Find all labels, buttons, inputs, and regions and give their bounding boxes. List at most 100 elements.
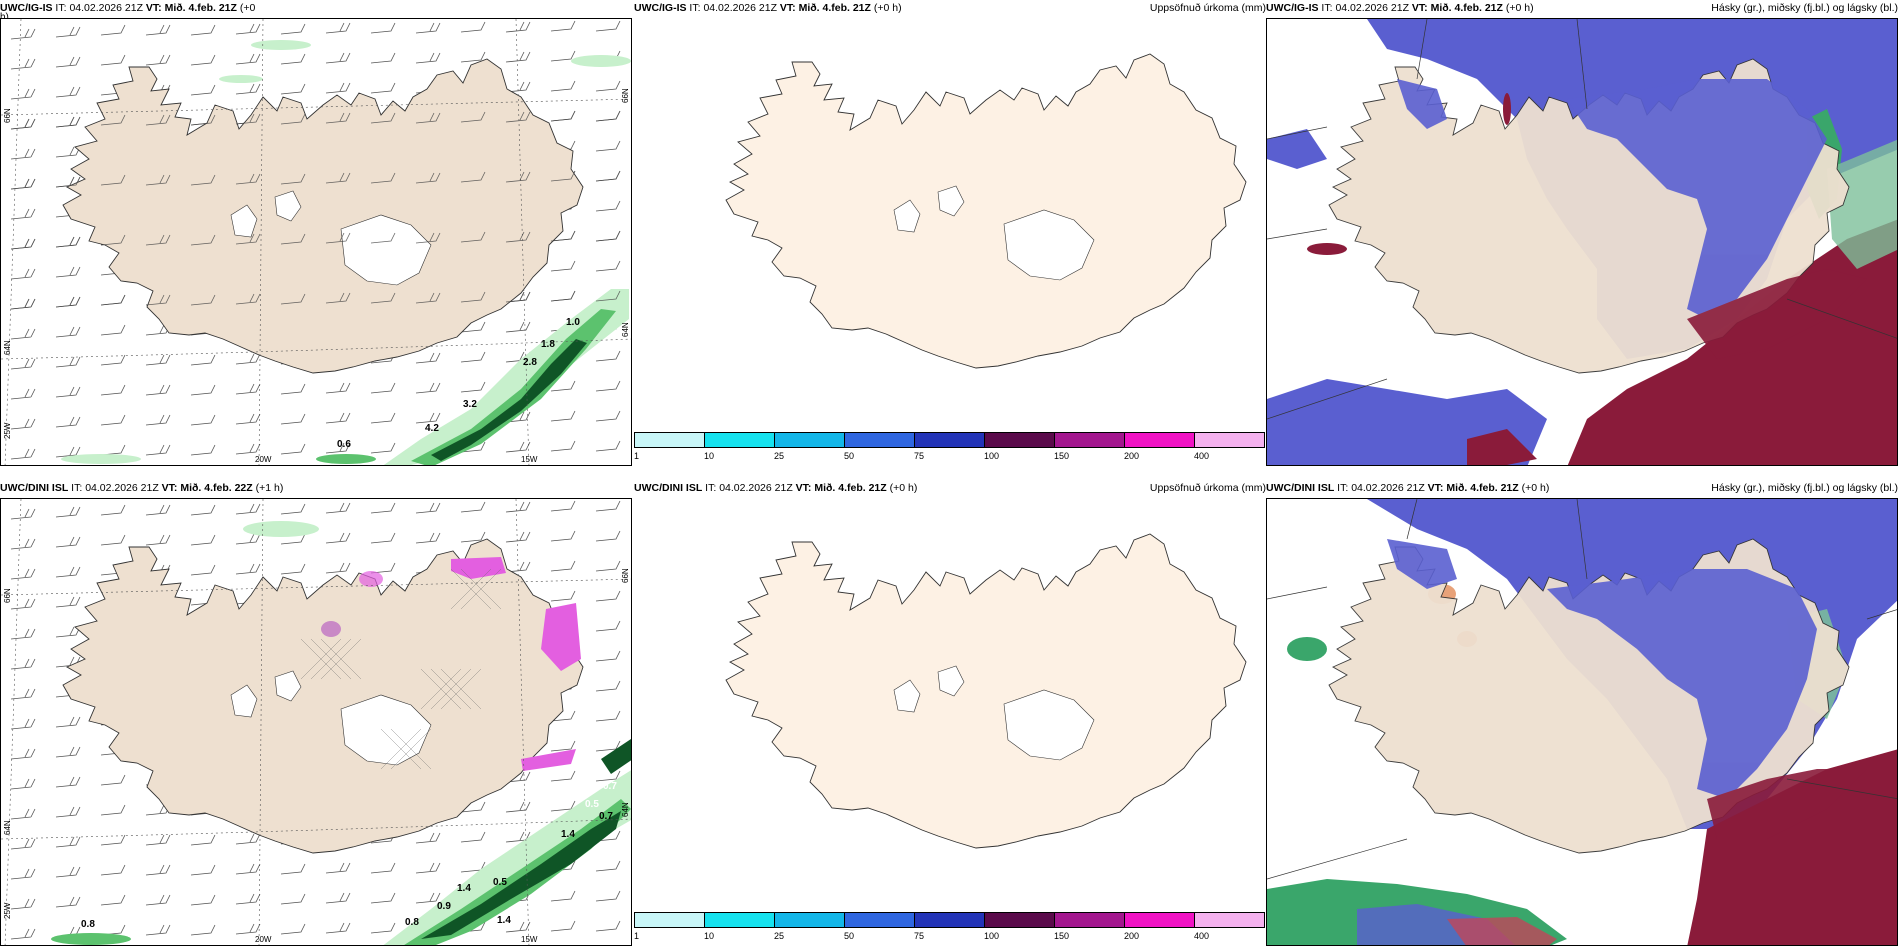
colorbar-tick: 200: [1124, 931, 1140, 941]
colorbar-segment: [984, 432, 1055, 448]
panel-header: UWC/IG-IS IT: 04.02.2026 21Z VT: Mið. 4.…: [634, 0, 1266, 18]
valid-time: Mið. 4.feb. 21Z: [164, 2, 237, 14]
colorbar-tick: 100: [984, 931, 1000, 941]
lat-label: 64N: [621, 802, 630, 817]
cloud-overlay: [1387, 539, 1867, 839]
it-label: IT:: [71, 482, 83, 494]
colorbar-segment: [634, 912, 705, 928]
lat-label: 66N: [621, 568, 630, 583]
iceland-landmass: [725, 53, 1247, 369]
value-label: 1.8: [541, 339, 555, 350]
value-label: 0.7: [599, 811, 613, 822]
lon-label: 20W: [255, 455, 272, 464]
vt-label: VT:: [145, 2, 162, 14]
vt-label: VT:: [1411, 2, 1428, 14]
it-label: IT:: [705, 482, 717, 494]
lead-time: (+0 h): [889, 482, 918, 494]
model-name: UWC/DINI ISL: [1266, 482, 1335, 494]
vt-label: VT:: [161, 482, 178, 494]
panel-header: UWC/DINI ISL IT: 04.02.2026 21Z VT: Mið.…: [1266, 480, 1898, 498]
panel-header: UWC/DINI ISL IT: 04.02.2026 21Z VT: Mið.…: [0, 480, 632, 498]
panel-dini-precip-wind: UWC/DINI ISL IT: 04.02.2026 21Z VT: Mið.…: [0, 480, 632, 946]
colorbar-tick: 10: [704, 451, 715, 461]
colorbar-segment: [844, 912, 915, 928]
init-time: 04.02.2026 21Z: [703, 2, 777, 14]
map-area[interactable]: 1.0 1.8 2.8 3.2 4.2 0.6 20W 15W 66N 64N …: [0, 18, 632, 466]
lead-time: (+0: [239, 2, 256, 14]
vt-label: VT:: [779, 2, 796, 14]
colorbar-segment: [1124, 432, 1195, 448]
colorbar-segment: [1054, 912, 1125, 928]
lat-label: 25W: [3, 902, 12, 919]
panel-ig-is-accum-precip: UWC/IG-IS IT: 04.02.2026 21Z VT: Mið. 4.…: [634, 0, 1266, 461]
colorbar-tick: 150: [1054, 931, 1070, 941]
init-time: 04.02.2026 21Z: [69, 2, 143, 14]
product-title: Uppsöfnuð úrkoma (mm): [1149, 482, 1266, 494]
hatching: [300, 568, 502, 770]
lat-label: 66N: [3, 108, 12, 123]
colorbar-segment: [1194, 432, 1265, 448]
map-area[interactable]: [634, 498, 1266, 922]
graticule: [1, 19, 631, 465]
value-label: 1.4: [497, 915, 511, 926]
vt-label: VT:: [795, 482, 812, 494]
lat-label: 64N: [3, 820, 12, 835]
colorbar-segment: [774, 432, 845, 448]
init-time: 04.02.2026 21Z: [1335, 2, 1409, 14]
colorbar-segment: [1054, 432, 1125, 448]
panel-dini-clouds: UWC/DINI ISL IT: 04.02.2026 21Z VT: Mið.…: [1266, 480, 1898, 946]
panel-ig-is-clouds: UWC/IG-IS IT: 04.02.2026 21Z VT: Mið. 4.…: [1266, 0, 1898, 466]
value-label: 4.2: [425, 423, 439, 434]
lead-time: (+0 h): [873, 2, 902, 14]
valid-time: Mið. 4.feb. 21Z: [814, 482, 887, 494]
it-label: IT:: [689, 2, 701, 14]
lon-label: 20W: [255, 935, 272, 944]
precip-over-land: [321, 557, 581, 771]
iceland-landmass: [62, 58, 584, 374]
lon-label: 15W: [521, 935, 538, 944]
model-name: UWC/IG-IS: [634, 2, 687, 14]
panel-header: UWC/IG-IS IT: 04.02.2026 21Z VT: Mið. 4.…: [1266, 0, 1898, 18]
iceland-landmass: [62, 538, 584, 854]
colorbar-tick: 100: [984, 451, 1000, 461]
panel-header: UWC/IG-IS IT: 04.02.2026 21Z VT: Mið. 4.…: [0, 0, 632, 23]
vt-label: VT:: [1427, 482, 1444, 494]
colorbar-segment: [704, 912, 775, 928]
lat-label: 64N: [3, 340, 12, 355]
colorbar-segment: [774, 912, 845, 928]
value-label: 3.2: [463, 399, 477, 410]
lat-label: 64N: [621, 322, 630, 337]
it-label: IT:: [55, 2, 67, 14]
colorbar-tick: 75: [914, 931, 925, 941]
colorbar-segment: [1194, 912, 1265, 928]
colorbar-tick: 75: [914, 451, 925, 461]
cloud-overlay: [1397, 79, 1867, 359]
colorbar: 1 10 25 50 75 100 150 200 400: [634, 432, 1266, 461]
map-area[interactable]: [1266, 498, 1898, 946]
wind-barbs: [10, 20, 621, 460]
product-title: Uppsöfnuð úrkoma (mm): [1149, 2, 1266, 14]
value-label: 1.0: [566, 317, 580, 328]
colorbar-segment: [914, 432, 985, 448]
colorbar-segment: [844, 432, 915, 448]
value-label: 1.4: [561, 829, 575, 840]
graticule: [1, 499, 631, 945]
lead-time: (+1 h): [255, 482, 284, 494]
lon-label: 15W: [521, 455, 538, 464]
lead-time-cont: h): [0, 12, 9, 24]
panel-header: UWC/DINI ISL IT: 04.02.2026 21Z VT: Mið.…: [634, 480, 1266, 498]
model-name: UWC/DINI ISL: [0, 482, 69, 494]
product-title: Hásky (gr.), miðsky (fj.bl.) og lágsky (…: [1711, 482, 1898, 494]
colorbar: 1 10 25 50 75 100 150 200 400: [634, 912, 1266, 941]
colorbar-tick: 25: [774, 451, 785, 461]
value-label: 0.8: [405, 917, 419, 928]
map-area[interactable]: [1266, 18, 1898, 466]
colorbar-tick: 1: [634, 451, 640, 461]
map-area[interactable]: 0.7 0.5 0.7 1.4 1.4 0.9 0.8 0.8 1.4 0.5 …: [0, 498, 632, 946]
it-label: IT:: [1337, 482, 1349, 494]
value-label: 2.8: [523, 357, 537, 368]
precip-field: [51, 521, 631, 945]
iceland-landmass: [725, 533, 1247, 849]
lat-label: 66N: [621, 88, 630, 103]
map-area[interactable]: [634, 18, 1266, 442]
